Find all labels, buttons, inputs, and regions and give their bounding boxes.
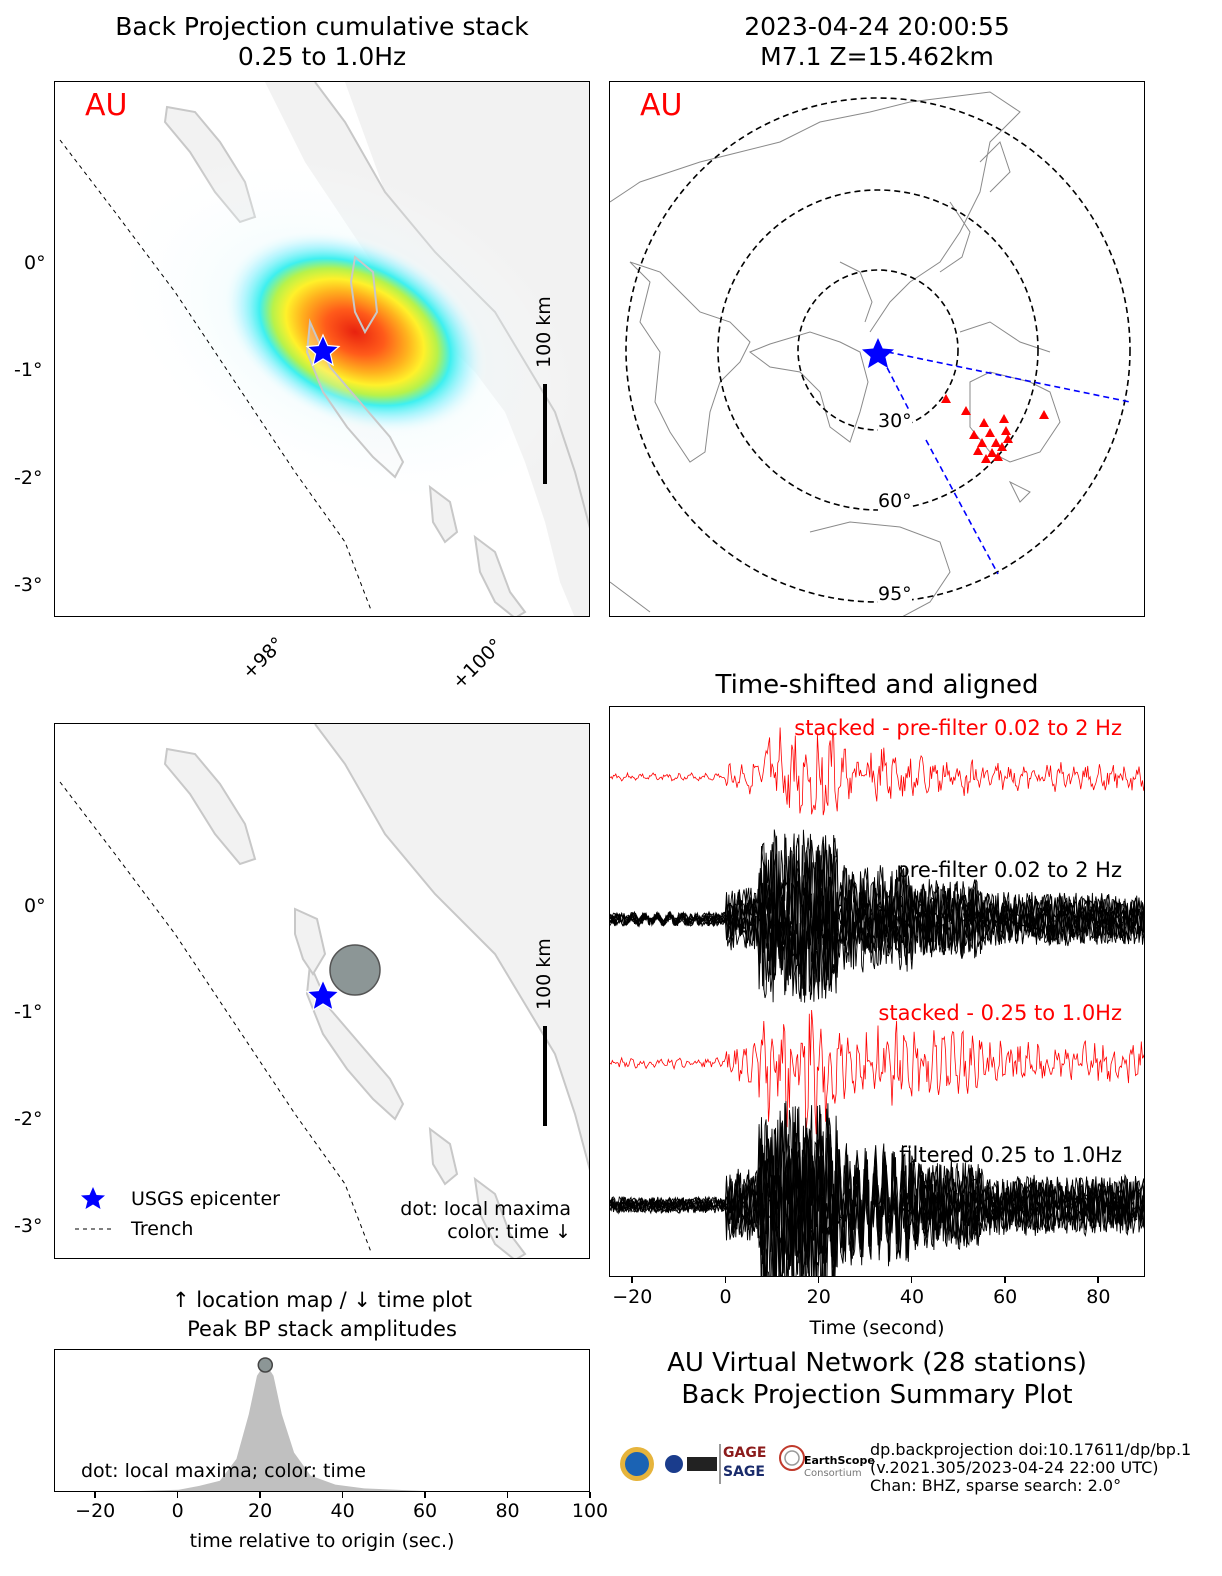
peak-amplitude-svg bbox=[55, 1357, 589, 1491]
bp-stack-map: AU 100 km bbox=[54, 81, 590, 617]
peak-xtick-label: 100 bbox=[571, 1500, 609, 1522]
peak-xtick-label: −20 bbox=[75, 1500, 116, 1522]
wave-xtick-mark bbox=[1004, 1277, 1006, 1283]
peak-plot-title-line2: Peak BP stack amplitudes bbox=[187, 1317, 457, 1341]
wave-xtick-label: −20 bbox=[612, 1286, 653, 1308]
top-map-lat-tick: -1° bbox=[14, 359, 43, 381]
summary-meta3: Chan: BHZ, sparse search: 2.0° bbox=[870, 1476, 1122, 1495]
wave-xtick-mark bbox=[817, 1277, 820, 1283]
wave-xtick-label: 60 bbox=[993, 1286, 1018, 1308]
top-map-network-label: AU bbox=[85, 88, 128, 123]
top-map-title-line2: 0.25 to 1.0Hz bbox=[237, 42, 407, 71]
waveforms-title: Time-shifted and aligned bbox=[715, 670, 1039, 700]
peak-xtick-label: 20 bbox=[248, 1500, 273, 1522]
peak-xtick-mark bbox=[176, 1492, 179, 1498]
global-map-title-line1: 2023-04-24 20:00:55 bbox=[744, 12, 1010, 41]
peak-xtick-mark bbox=[341, 1492, 344, 1498]
top-map-title-line1: Back Projection cumulative stack bbox=[115, 12, 529, 41]
label-stacked-prefilter: stacked - pre-filter 0.02 to 2 Hz bbox=[794, 716, 1122, 740]
wave-xtick-label: 80 bbox=[1086, 1286, 1111, 1308]
wave-xtick-mark bbox=[724, 1277, 727, 1283]
global-epicenter-star bbox=[862, 338, 894, 368]
label-stacked-filtered: stacked - 0.25 to 1.0Hz bbox=[878, 1001, 1122, 1025]
distance-label-60: 60° bbox=[878, 490, 912, 512]
epicenter-star bbox=[305, 978, 341, 1012]
top-map-lat-tick: 0° bbox=[24, 252, 46, 274]
stacked-filtered-trace bbox=[610, 1009, 1144, 1135]
peak-xtick-label: 40 bbox=[330, 1500, 355, 1522]
top-map-lat-tick: -3° bbox=[14, 574, 43, 596]
peak-amplitude-plot: dot: local maxima; color: time bbox=[54, 1349, 590, 1492]
peak-xtick-mark bbox=[424, 1492, 426, 1498]
peak-xtick-label: 0 bbox=[171, 1500, 184, 1522]
peak-plot-xlabel: time relative to origin (sec.) bbox=[189, 1530, 455, 1552]
label-filtered: filtered 0.25 to 1.0Hz bbox=[899, 1143, 1122, 1167]
peak-maxima-dot bbox=[257, 1357, 274, 1373]
epicenter-star bbox=[305, 333, 341, 367]
bottom-map-lat-tick: -1° bbox=[14, 1001, 43, 1023]
global-station-map: AU 30° 60° 95° bbox=[609, 81, 1145, 617]
trench-line bbox=[59, 781, 372, 1253]
top-map-lon-tick: +100° bbox=[448, 634, 508, 694]
logo-consortium: Consortium bbox=[804, 1468, 862, 1479]
legend-epicenter-label: USGS epicenter bbox=[131, 1188, 280, 1210]
peak-xtick-label: 60 bbox=[412, 1500, 438, 1522]
top-map-lat-tick: -2° bbox=[14, 467, 43, 489]
waveform-svg bbox=[610, 727, 1144, 1276]
global-map-network-label: AU bbox=[640, 88, 683, 123]
wave-xtick-mark bbox=[631, 1277, 633, 1283]
summary-line1: AU Virtual Network (28 stations) bbox=[667, 1348, 1087, 1378]
wave-xtick-label: 0 bbox=[719, 1286, 732, 1308]
peak-xtick-mark bbox=[94, 1492, 96, 1498]
bottom-map-scale-label: 100 km bbox=[533, 938, 555, 1010]
global-map-title-line2: M7.1 Z=15.462km bbox=[760, 42, 994, 71]
local-maxima-dot bbox=[329, 944, 381, 996]
bottom-map-note-line1: dot: local maxima bbox=[400, 1198, 571, 1220]
local-maxima-map: 100 km USGS epicenter Trench dot: local … bbox=[54, 723, 590, 1259]
peak-xtick-mark bbox=[589, 1492, 591, 1498]
legend-trench-label: Trench bbox=[131, 1218, 194, 1240]
summary-meta1: dp.backprojection doi:10.17611/dp/bp.1 bbox=[870, 1440, 1192, 1459]
wave-xtick-mark bbox=[1097, 1277, 1099, 1283]
peak-xtick-label: 80 bbox=[495, 1500, 520, 1522]
peak-plot-note: dot: local maxima; color: time bbox=[81, 1460, 366, 1482]
logos-svg bbox=[620, 1444, 805, 1484]
legend-star-icon bbox=[81, 1187, 105, 1209]
filtered-station-trace bbox=[610, 1116, 1144, 1276]
global-station-map-svg bbox=[610, 82, 1144, 616]
peak-xtick-mark bbox=[259, 1492, 261, 1498]
logo-gage: GAGE bbox=[723, 1445, 767, 1461]
logo-earthscope: EarthScope bbox=[804, 1454, 875, 1467]
waveform-panel: stacked - pre-filter 0.02 to 2 Hz pre-fi… bbox=[609, 706, 1145, 1277]
prefilter-station-trace bbox=[610, 844, 1144, 1002]
partner-logos: GAGE SAGE EarthScope Consortium bbox=[620, 1440, 875, 1488]
peak-plot-title-line1: ↑ location map / ↓ time plot bbox=[172, 1288, 472, 1312]
bottom-map-lat-tick: -2° bbox=[14, 1108, 43, 1130]
summary-line2: Back Projection Summary Plot bbox=[681, 1380, 1073, 1410]
bottom-map-note-line2: color: time ↓ bbox=[447, 1221, 571, 1243]
wave-xtick-label: 40 bbox=[899, 1286, 925, 1308]
trench-line bbox=[59, 139, 372, 611]
station-markers bbox=[941, 394, 1049, 463]
distance-label-95: 95° bbox=[878, 583, 912, 605]
logo-sage: SAGE bbox=[723, 1464, 765, 1480]
peak-xtick-mark bbox=[506, 1492, 509, 1498]
summary-meta2: (v.2021.305/2023-04-24 22:00 UTC) bbox=[870, 1458, 1159, 1477]
bottom-map-lat-tick: -3° bbox=[14, 1215, 43, 1237]
local-maxima-map-svg bbox=[55, 724, 589, 1258]
bottom-map-lat-tick: 0° bbox=[24, 895, 46, 917]
top-map-lon-tick: +98° bbox=[238, 632, 289, 684]
label-prefilter: pre-filter 0.02 to 2 Hz bbox=[896, 858, 1122, 882]
bp-stack-map-svg bbox=[55, 82, 589, 616]
distance-label-30: 30° bbox=[878, 410, 912, 432]
waveforms-xlabel: Time (second) bbox=[809, 1317, 945, 1339]
stacked-prefilter-trace bbox=[610, 727, 1144, 816]
wave-xtick-mark bbox=[910, 1277, 913, 1283]
wave-xtick-label: 20 bbox=[806, 1286, 831, 1308]
top-map-scale-label: 100 km bbox=[533, 296, 555, 368]
